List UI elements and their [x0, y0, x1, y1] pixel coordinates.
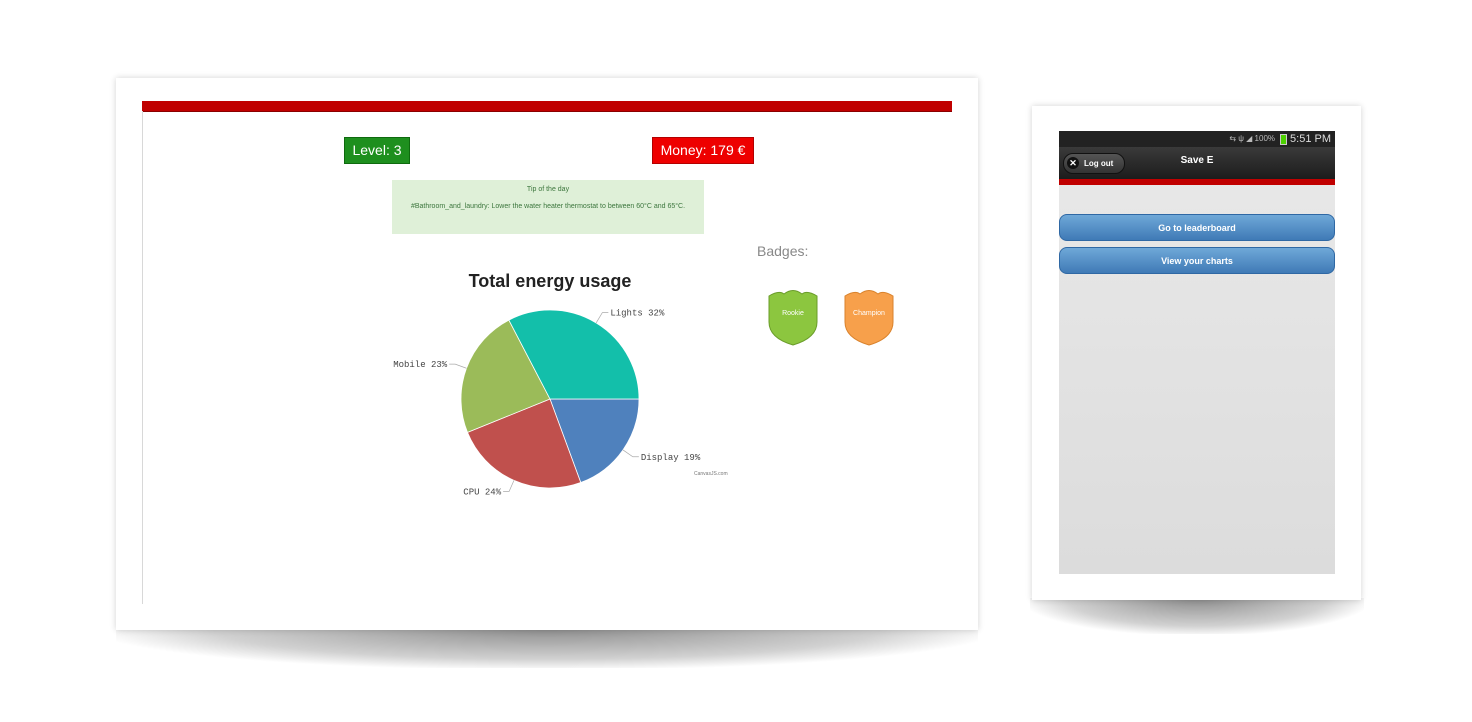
view-charts-button[interactable]: View your charts	[1059, 247, 1335, 274]
status-time: 5:51 PM	[1290, 133, 1331, 145]
tip-of-the-day-box: Tip of the day #Bathroom_and_laundry: Lo…	[392, 180, 704, 234]
top-red-bar	[142, 101, 952, 112]
pie-label-connector	[449, 363, 467, 369]
badge-champion: Champion	[840, 288, 898, 346]
phone-screen: ⇆ ψ ◢ 100% 5:51 PM ✕ Log out Save E Go t…	[1059, 131, 1335, 574]
chart-title: Total energy usage	[468, 271, 632, 291]
card-shadow	[116, 628, 978, 668]
close-icon: ✕	[1067, 157, 1079, 169]
leaderboard-button[interactable]: Go to leaderboard	[1059, 214, 1335, 241]
header-red-bar	[1059, 179, 1335, 185]
pie-label-connector	[595, 312, 609, 324]
badge-rookie: Rookie	[764, 288, 822, 346]
badge-label: Champion	[853, 310, 885, 317]
status-bar: ⇆ ψ ◢ 100% 5:51 PM	[1059, 131, 1335, 147]
badge-label: Rookie	[782, 310, 804, 317]
pie-label-mobile: Mobile 23%	[393, 360, 448, 370]
shield-icon	[844, 290, 894, 346]
battery-icon	[1280, 134, 1287, 145]
badges-label: Badges:	[757, 243, 809, 259]
pie-label-connector	[503, 480, 515, 492]
logout-button[interactable]: ✕ Log out	[1063, 153, 1125, 174]
tip-title: Tip of the day	[526, 186, 570, 193]
status-icons: ⇆ ψ ◢ 100%	[1229, 134, 1275, 143]
logout-label: Log out	[1084, 159, 1114, 168]
level-badge: Level: 3	[344, 137, 410, 164]
money-badge: Money: 179 €	[652, 137, 754, 164]
chart-credit[interactable]: CanvasJS.com	[694, 471, 728, 477]
tip-text: #Bathroom_and_laundry: Lower the water h…	[410, 203, 686, 210]
pie-label-connector	[622, 449, 639, 458]
pie-label-display: Display 19%	[641, 453, 701, 463]
page-border	[142, 111, 143, 604]
pie-label-lights: Lights 32%	[610, 309, 665, 319]
pie-chart: Display 19% CPU 24% Mobile 23% Lights 32%	[393, 309, 701, 498]
pie-slice-mobile[interactable]	[460, 319, 551, 433]
app-header: ✕ Log out Save E	[1059, 147, 1335, 179]
pie-label-cpu: CPU 24%	[463, 487, 501, 497]
shield-icon	[768, 290, 818, 346]
app-title: Save E	[1180, 155, 1214, 166]
card-shadow	[1030, 598, 1364, 634]
